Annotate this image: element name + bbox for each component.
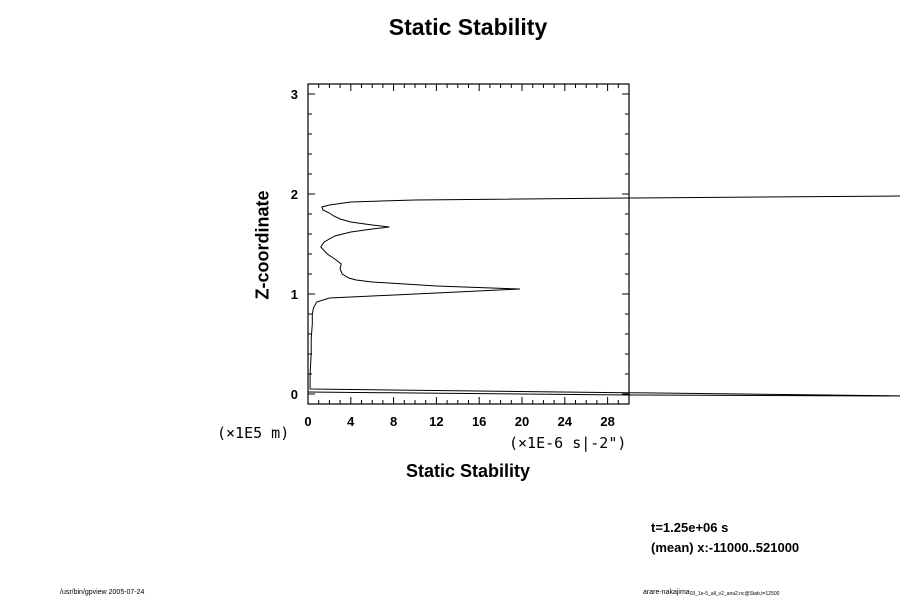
- x-axis-label: Static Stability: [405, 461, 531, 481]
- footer-author: arare-nakajima: [643, 589, 690, 596]
- plot-frame: [307, 83, 630, 405]
- x-tick-label: 0: [304, 414, 311, 429]
- x-axis-unit: (×1E-6 s|-2"): [509, 434, 627, 452]
- x-tick-label: 16: [472, 414, 486, 429]
- footer-file: 03_1e-5_all_v2_ana2.nc@Stab,t=12500: [689, 591, 780, 597]
- footer-source: arare-nakajima03_1e-5_all_v2_ana2.nc@Sta…: [643, 589, 779, 597]
- static-stability-line: [307, 195, 900, 397]
- footer-command: /usr/bin/gpview 2005-07-24: [60, 589, 145, 596]
- y-tick-label: 1: [291, 287, 298, 302]
- chart-title: Static Stability: [388, 14, 548, 40]
- y-tick-label: 3: [291, 87, 298, 102]
- x-tick-label: 8: [390, 414, 397, 429]
- x-tick-label: 28: [600, 414, 614, 429]
- y-tick-label: 0: [291, 387, 298, 402]
- y-tick-label: 2: [291, 187, 298, 202]
- y-axis-unit: (×1E5 m): [217, 424, 290, 442]
- x-tick-label: 20: [515, 414, 529, 429]
- x-tick-label: 4: [347, 414, 355, 429]
- time-info: t=1.25e+06 s: [651, 520, 729, 535]
- x-tick-label: 12: [429, 414, 443, 429]
- mean-range-info: (mean) x:-11000..521000: [651, 540, 800, 555]
- x-tick-label: 24: [558, 414, 573, 429]
